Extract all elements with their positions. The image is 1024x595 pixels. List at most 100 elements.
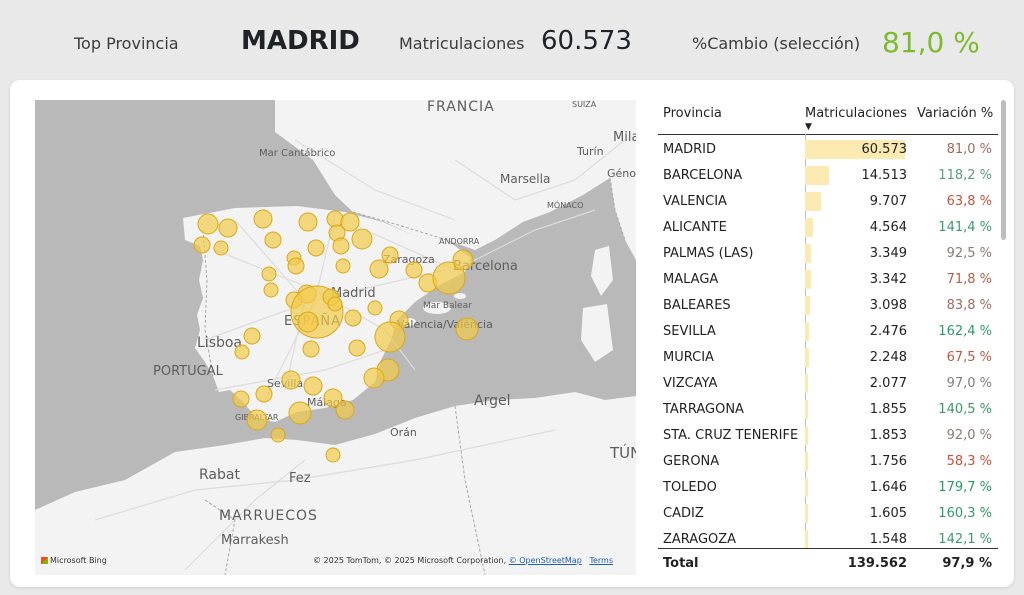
province-bubble[interactable] bbox=[455, 317, 479, 341]
table-row[interactable]: PALMAS (LAS) 3.349 92,5 % bbox=[655, 241, 1000, 267]
osm-link[interactable]: © OpenStreetMap bbox=[508, 556, 582, 565]
label-andorra: ANDORRA bbox=[439, 237, 480, 246]
province-bubble[interactable] bbox=[253, 209, 273, 229]
change-cell: 179,7 % bbox=[938, 480, 992, 495]
province-bubble[interactable] bbox=[335, 258, 351, 274]
table-row[interactable]: GERONA 1.756 58,3 % bbox=[655, 449, 1000, 475]
table-row[interactable]: MURCIA 2.248 67,5 % bbox=[655, 345, 1000, 371]
col-header-registrations[interactable]: Matriculaciones bbox=[805, 106, 907, 121]
table-row[interactable]: BARCELONA 14.513 118,2 % bbox=[655, 163, 1000, 189]
col-header-province[interactable]: Provincia bbox=[663, 106, 722, 121]
province-bubble[interactable] bbox=[281, 370, 301, 390]
change-value: 81,0 % bbox=[882, 26, 980, 59]
registrations-cell: 2.476 bbox=[869, 324, 907, 339]
province-bubble[interactable] bbox=[287, 257, 305, 275]
table-row[interactable]: MALAGA 3.342 71,8 % bbox=[655, 267, 1000, 293]
province-bubble[interactable] bbox=[340, 212, 360, 232]
label-tunez: TÚN bbox=[610, 444, 636, 462]
table-row[interactable]: TARRAGONA 1.855 140,5 % bbox=[655, 397, 1000, 423]
table-scrollbar[interactable] bbox=[1001, 100, 1006, 240]
change-cell: 81,0 % bbox=[946, 142, 992, 157]
province-bubble[interactable] bbox=[197, 213, 219, 235]
province-bubble[interactable] bbox=[452, 249, 474, 271]
province-cell: BARCELONA bbox=[663, 168, 743, 183]
province-bubble[interactable] bbox=[374, 321, 406, 353]
province-cell: STA. CRUZ TENERIFE bbox=[663, 428, 799, 443]
province-bubble[interactable] bbox=[344, 309, 362, 327]
label-mila: Mila bbox=[613, 130, 636, 145]
province-bubble[interactable] bbox=[255, 385, 273, 403]
province-bubble[interactable] bbox=[303, 376, 323, 396]
province-cell: CADIZ bbox=[663, 506, 704, 521]
registrations-bar bbox=[805, 452, 808, 471]
map-attribution: © 2025 TomTom, © 2025 Microsoft Corporat… bbox=[313, 556, 613, 565]
province-bubble[interactable] bbox=[405, 261, 423, 279]
province-bubble[interactable] bbox=[246, 409, 268, 431]
table-row[interactable]: ZARAGOZA 1.548 142,1 % bbox=[655, 527, 1000, 553]
sort-desc-icon: ▼ bbox=[805, 122, 812, 132]
change-cell: 92,0 % bbox=[946, 428, 992, 443]
province-bubble[interactable] bbox=[302, 340, 320, 358]
province-bubble[interactable] bbox=[351, 228, 373, 250]
province-bubble[interactable] bbox=[193, 236, 211, 254]
table-row[interactable]: ALICANTE 4.564 141,4 % bbox=[655, 215, 1000, 241]
registrations-value: 60.573 bbox=[541, 26, 632, 56]
province-bubble[interactable] bbox=[348, 339, 366, 357]
province-bubble[interactable] bbox=[367, 300, 383, 316]
province-bubble[interactable] bbox=[326, 210, 344, 228]
province-bubble[interactable] bbox=[327, 296, 343, 312]
registrations-bar bbox=[805, 348, 809, 367]
registrations-cell: 3.349 bbox=[869, 246, 907, 261]
province-bubble[interactable] bbox=[218, 218, 238, 238]
table-row[interactable]: MADRID 60.573 81,0 % bbox=[655, 137, 1000, 163]
change-cell: 97,0 % bbox=[946, 376, 992, 391]
province-cell: PALMAS (LAS) bbox=[663, 246, 754, 261]
table-row[interactable]: BALEARES 3.098 83,8 % bbox=[655, 293, 1000, 319]
table-row[interactable]: VALENCIA 9.707 63,8 % bbox=[655, 189, 1000, 215]
province-bubble[interactable] bbox=[261, 266, 277, 282]
province-bubble[interactable] bbox=[381, 246, 399, 264]
province-bubble[interactable] bbox=[369, 259, 389, 279]
province-bubble[interactable] bbox=[270, 427, 286, 443]
label-suiza: SUIZA bbox=[572, 100, 597, 109]
province-bubble[interactable] bbox=[298, 212, 318, 232]
province-cell: GERONA bbox=[663, 454, 720, 469]
province-bubble[interactable] bbox=[363, 367, 385, 389]
registrations-cell: 60.573 bbox=[861, 142, 908, 157]
province-bubble[interactable] bbox=[264, 231, 282, 249]
province-bubble[interactable] bbox=[335, 400, 355, 420]
registrations-cell: 2.248 bbox=[869, 350, 907, 365]
change-label: %Cambio (selección) bbox=[692, 34, 861, 53]
total-registrations: 139.562 bbox=[847, 556, 907, 571]
province-bubble[interactable] bbox=[213, 240, 229, 256]
terms-link[interactable]: Terms bbox=[589, 556, 614, 565]
province-bubble[interactable] bbox=[288, 401, 312, 425]
province-bubble[interactable] bbox=[323, 388, 343, 408]
province-bubble[interactable] bbox=[307, 239, 325, 257]
table-row[interactable]: SEVILLA 2.476 162,4 % bbox=[655, 319, 1000, 345]
label-genova: Génova bbox=[607, 167, 636, 180]
province-bubble[interactable] bbox=[234, 344, 250, 360]
province-cell: TOLEDO bbox=[663, 480, 717, 495]
province-bubble[interactable] bbox=[263, 282, 279, 298]
table-row[interactable]: TOLEDO 1.646 179,7 % bbox=[655, 475, 1000, 501]
province-bubble[interactable] bbox=[232, 390, 250, 408]
label-mar-cantabrico: Mar Cantábrico bbox=[259, 148, 336, 159]
province-bubble[interactable] bbox=[332, 237, 350, 255]
registrations-bar bbox=[805, 166, 829, 185]
label-marrakesh: Marrakesh bbox=[221, 533, 289, 548]
province-bubble[interactable] bbox=[243, 327, 261, 345]
registrations-cell: 14.513 bbox=[861, 168, 908, 183]
registrations-bar bbox=[805, 296, 811, 315]
registrations-bar bbox=[805, 270, 811, 289]
table-row[interactable]: STA. CRUZ TENERIFE 1.853 92,0 % bbox=[655, 423, 1000, 449]
bubble-map[interactable]: FRANCIA SUIZA Mila Mar Cantábrico Turín … bbox=[35, 100, 636, 575]
province-bubble[interactable] bbox=[297, 311, 319, 333]
province-bubble[interactable] bbox=[325, 447, 341, 463]
label-portugal: PORTUGAL bbox=[153, 364, 223, 379]
change-cell: 58,3 % bbox=[946, 454, 992, 469]
province-bubble[interactable] bbox=[432, 261, 466, 295]
col-header-change[interactable]: Variación % bbox=[917, 106, 994, 121]
table-row[interactable]: CADIZ 1.605 160,3 % bbox=[655, 501, 1000, 527]
table-row[interactable]: VIZCAYA 2.077 97,0 % bbox=[655, 371, 1000, 397]
